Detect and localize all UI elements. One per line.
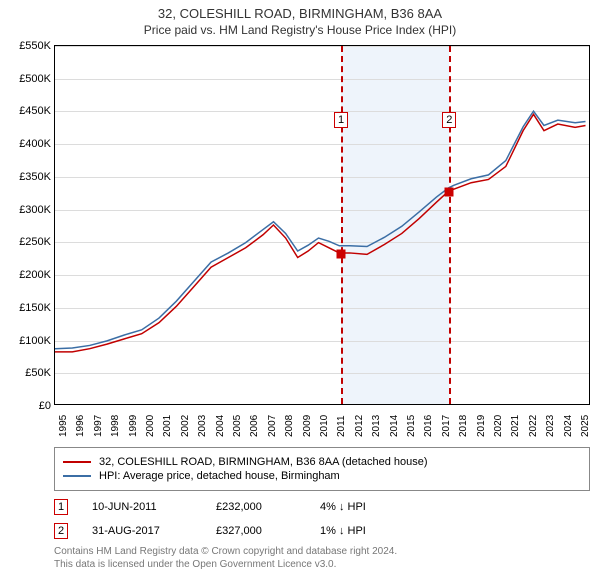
footer-line: Contains HM Land Registry data © Crown c… <box>54 545 590 558</box>
y-axis-label: £0 <box>5 400 51 412</box>
x-axis-label: 2013 <box>371 415 377 437</box>
x-axis-label: 1995 <box>58 415 64 437</box>
event-id-badge: 1 <box>54 499 68 515</box>
legend-label: HPI: Average price, detached house, Birm… <box>99 470 340 482</box>
y-axis-label: £550K <box>5 40 51 52</box>
x-axis-label: 1996 <box>75 415 81 437</box>
x-axis-label: 2018 <box>458 415 464 437</box>
y-axis-label: £500K <box>5 73 51 85</box>
legend-item: HPI: Average price, detached house, Birm… <box>63 470 581 482</box>
event-delta: 4% ↓ HPI <box>320 501 366 513</box>
y-axis-label: £300K <box>5 204 51 216</box>
x-axis-label: 1997 <box>93 415 99 437</box>
series-property <box>55 114 586 352</box>
x-axis-label: 2006 <box>249 415 255 437</box>
event-date: 31-AUG-2017 <box>92 525 192 537</box>
event-price: £232,000 <box>216 501 296 513</box>
x-axis-label: 2024 <box>563 415 569 437</box>
x-axis-label: 1999 <box>128 415 134 437</box>
event-row: 2 31-AUG-2017 £327,000 1% ↓ HPI <box>54 519 590 543</box>
event-marker <box>337 250 346 259</box>
y-axis-label: £100K <box>5 335 51 347</box>
series-hpi <box>55 111 586 349</box>
x-axis-label: 2004 <box>215 415 221 437</box>
y-axis-label: £450K <box>5 105 51 117</box>
legend-swatch <box>63 461 91 463</box>
event-marker <box>445 187 454 196</box>
x-axis-label: 2000 <box>145 415 151 437</box>
x-axis-label: 1998 <box>110 415 116 437</box>
x-axis-label: 2001 <box>162 415 168 437</box>
x-axis-label: 2025 <box>580 415 586 437</box>
event-marker-label: 1 <box>334 112 348 128</box>
event-delta: 1% ↓ HPI <box>320 525 366 537</box>
legend: 32, COLESHILL ROAD, BIRMINGHAM, B36 8AA … <box>54 447 590 491</box>
page-subtitle: Price paid vs. HM Land Registry's House … <box>0 23 600 37</box>
legend-label: 32, COLESHILL ROAD, BIRMINGHAM, B36 8AA … <box>99 456 428 468</box>
y-axis-label: £200K <box>5 269 51 281</box>
x-axis-label: 2007 <box>267 415 273 437</box>
event-id-badge: 2 <box>54 523 68 539</box>
x-axis-label: 2003 <box>197 415 203 437</box>
legend-item: 32, COLESHILL ROAD, BIRMINGHAM, B36 8AA … <box>63 456 581 468</box>
x-axis-label: 2005 <box>232 415 238 437</box>
y-axis-label: £350K <box>5 171 51 183</box>
y-axis-label: £50K <box>5 367 51 379</box>
transaction-events: 1 10-JUN-2011 £232,000 4% ↓ HPI 2 31-AUG-2017… <box>54 495 590 543</box>
event-price: £327,000 <box>216 525 296 537</box>
x-axis-label: 2019 <box>476 415 482 437</box>
x-axis-label: 2012 <box>354 415 360 437</box>
x-axis-label: 2008 <box>284 415 290 437</box>
x-axis-label: 2020 <box>493 415 499 437</box>
x-axis-label: 2022 <box>528 415 534 437</box>
x-axis-label: 2021 <box>510 415 516 437</box>
y-axis-label: £250K <box>5 236 51 248</box>
event-marker-label: 2 <box>442 112 456 128</box>
x-axis-label: 2002 <box>180 415 186 437</box>
legend-swatch <box>63 475 91 477</box>
y-axis-label: £150K <box>5 302 51 314</box>
x-axis-label: 2011 <box>336 415 342 437</box>
x-axis-label: 2023 <box>545 415 551 437</box>
page-title: 32, COLESHILL ROAD, BIRMINGHAM, B36 8AA <box>0 6 600 21</box>
event-row: 1 10-JUN-2011 £232,000 4% ↓ HPI <box>54 495 590 519</box>
footer-attribution: Contains HM Land Registry data © Crown c… <box>54 545 590 571</box>
x-axis-label: 2016 <box>423 415 429 437</box>
price-chart: £0£50K£100K£150K£200K£250K£300K£350K£400… <box>54 45 590 405</box>
event-date: 10-JUN-2011 <box>92 501 192 513</box>
x-axis-label: 2014 <box>389 415 395 437</box>
y-axis-label: £400K <box>5 138 51 150</box>
x-axis-label: 2015 <box>406 415 412 437</box>
x-axis-label: 2010 <box>319 415 325 437</box>
x-axis-label: 2017 <box>441 415 447 437</box>
x-axis-label: 2009 <box>302 415 308 437</box>
